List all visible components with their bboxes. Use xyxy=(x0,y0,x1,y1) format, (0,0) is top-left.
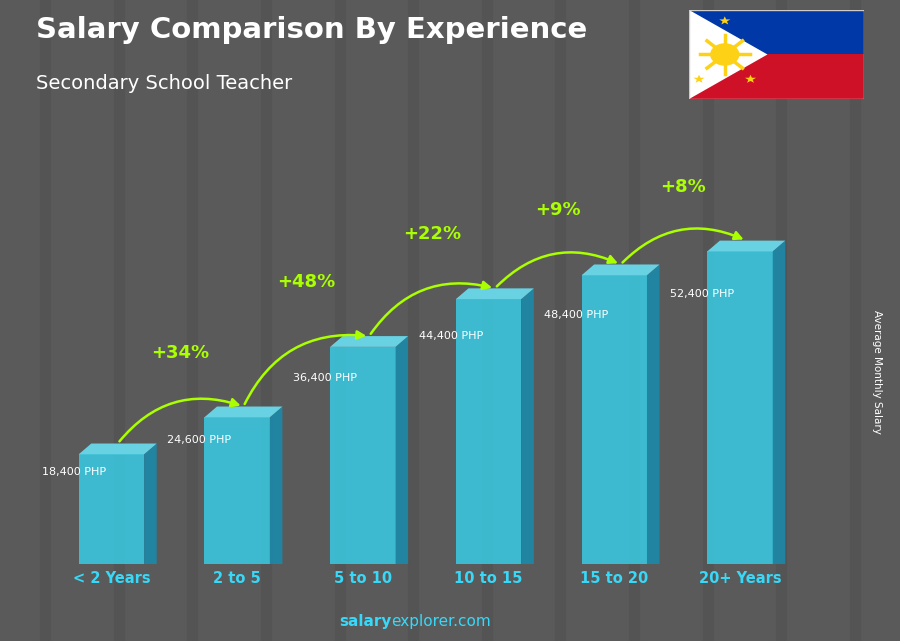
Circle shape xyxy=(710,43,740,65)
Text: +34%: +34% xyxy=(151,344,210,362)
Polygon shape xyxy=(330,347,395,564)
Polygon shape xyxy=(144,444,157,564)
Polygon shape xyxy=(694,75,705,83)
FancyArrowPatch shape xyxy=(371,282,490,334)
Text: 48,400 PHP: 48,400 PHP xyxy=(544,310,608,320)
Polygon shape xyxy=(330,336,408,347)
Text: Secondary School Teacher: Secondary School Teacher xyxy=(36,74,292,93)
FancyArrowPatch shape xyxy=(120,399,238,442)
Text: 36,400 PHP: 36,400 PHP xyxy=(293,373,357,383)
Polygon shape xyxy=(456,288,534,299)
Text: +8%: +8% xyxy=(661,178,707,196)
Polygon shape xyxy=(688,54,864,99)
Polygon shape xyxy=(204,417,270,564)
Text: 18,400 PHP: 18,400 PHP xyxy=(41,467,106,478)
Text: 52,400 PHP: 52,400 PHP xyxy=(670,289,734,299)
Polygon shape xyxy=(688,10,864,54)
Text: 15 to 20: 15 to 20 xyxy=(580,570,648,586)
Polygon shape xyxy=(204,406,283,417)
Text: < 2 Years: < 2 Years xyxy=(73,570,150,586)
Text: 5 to 10: 5 to 10 xyxy=(334,570,392,586)
Polygon shape xyxy=(688,10,864,99)
FancyArrowPatch shape xyxy=(623,228,742,263)
Polygon shape xyxy=(773,240,786,564)
Polygon shape xyxy=(521,288,534,564)
FancyArrowPatch shape xyxy=(245,331,364,404)
Text: +9%: +9% xyxy=(535,201,581,219)
Text: 2 to 5: 2 to 5 xyxy=(213,570,261,586)
Text: 24,600 PHP: 24,600 PHP xyxy=(167,435,231,445)
Polygon shape xyxy=(688,10,768,99)
Polygon shape xyxy=(581,275,647,564)
Text: Average Monthly Salary: Average Monthly Salary xyxy=(872,310,883,434)
FancyArrowPatch shape xyxy=(497,253,616,287)
Text: +48%: +48% xyxy=(277,273,336,291)
Polygon shape xyxy=(78,454,144,564)
Polygon shape xyxy=(719,16,730,24)
Text: salary: salary xyxy=(339,615,392,629)
Polygon shape xyxy=(647,265,660,564)
Text: 20+ Years: 20+ Years xyxy=(698,570,781,586)
Text: 44,400 PHP: 44,400 PHP xyxy=(418,331,483,341)
Polygon shape xyxy=(707,240,786,251)
Text: +22%: +22% xyxy=(403,226,461,244)
Text: 10 to 15: 10 to 15 xyxy=(454,570,523,586)
Polygon shape xyxy=(581,265,660,275)
Polygon shape xyxy=(270,406,283,564)
Polygon shape xyxy=(395,336,408,564)
Text: explorer.com: explorer.com xyxy=(392,615,491,629)
Polygon shape xyxy=(78,444,157,454)
Text: Salary Comparison By Experience: Salary Comparison By Experience xyxy=(36,16,587,44)
Polygon shape xyxy=(745,75,756,83)
Polygon shape xyxy=(456,299,521,564)
Polygon shape xyxy=(707,251,773,564)
